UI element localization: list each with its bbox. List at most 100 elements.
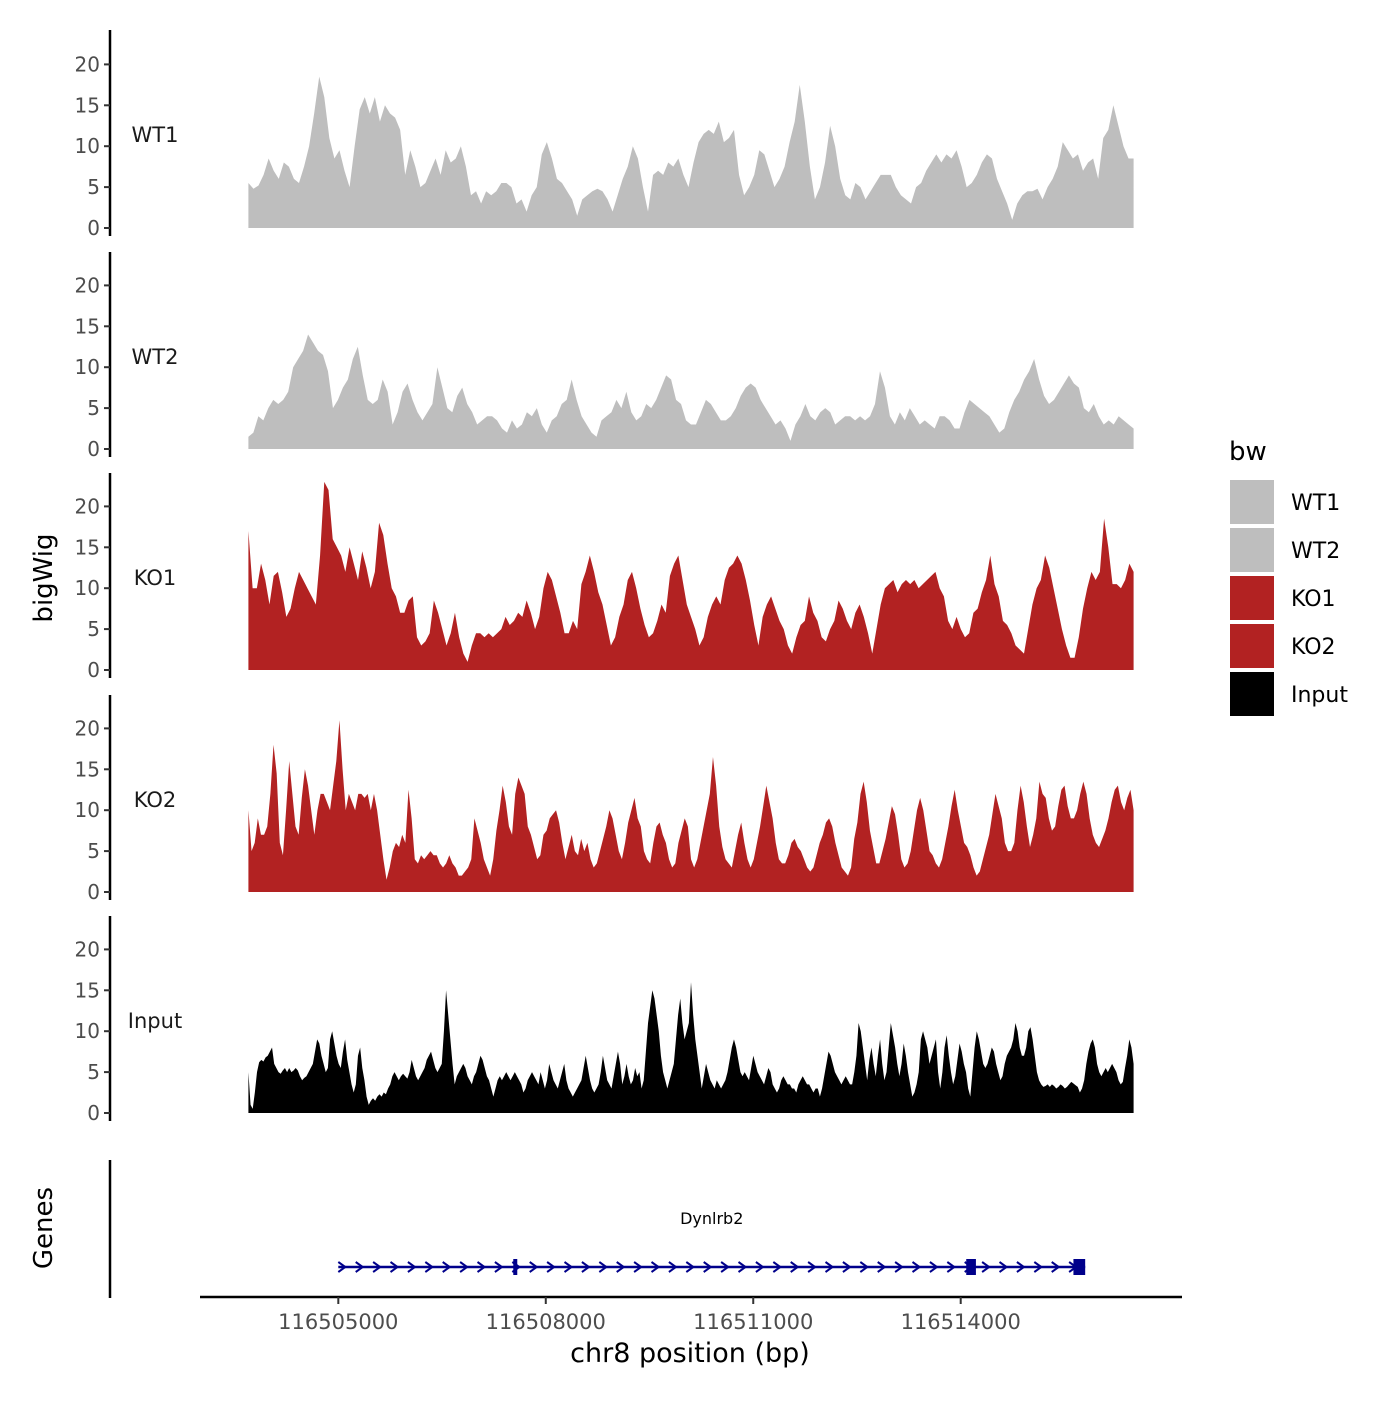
strand-arrow-icon <box>998 1261 1009 1273</box>
legend-label: WT1 <box>1291 491 1340 516</box>
y-tick-label: 0 <box>87 880 100 904</box>
y-tick-label: 20 <box>75 937 100 961</box>
strand-arrow-icon <box>407 1261 417 1273</box>
strand-arrow-icon <box>476 1261 487 1273</box>
strand-arrow-icon <box>1016 1261 1026 1273</box>
y-tick-label: 0 <box>87 658 100 682</box>
strand-arrow-icon <box>668 1261 678 1273</box>
strand-arrow-icon <box>337 1261 348 1273</box>
signal-area-ko1 <box>248 481 1134 670</box>
x-axis: 116505000 116508000 116511000 116514000 <box>200 1295 1182 1334</box>
strand-arrow-icon <box>981 1261 991 1273</box>
tracks-layer: 0 5 10 15 20 WT1 0 5 10 15 20 WT2 0 5 10 15 20 KO1 0 5 10 15 2… <box>75 30 1134 1125</box>
strand-arrow-icon <box>877 1261 887 1273</box>
strand-arrow-icon <box>790 1261 800 1273</box>
strand-arrow-icon <box>894 1261 904 1273</box>
exon-block <box>966 1259 976 1275</box>
y-tick-label: 5 <box>87 1060 100 1084</box>
legend-item-input: Input <box>1230 672 1348 716</box>
track-ko2: 0 5 10 15 20 KO2 <box>75 695 1134 904</box>
strand-arrow-icon <box>650 1261 661 1273</box>
y-tick-label: 15 <box>75 978 100 1002</box>
legend-label: Input <box>1291 683 1348 708</box>
track-label-ko1: KO1 <box>134 566 177 590</box>
gene-name-label: Dynlrb2 <box>680 1209 743 1228</box>
strand-arrow-icon <box>824 1261 835 1273</box>
y-tick-label: 20 <box>75 716 100 740</box>
strand-arrow-icon <box>459 1261 469 1273</box>
y-tick-label: 5 <box>87 396 100 420</box>
strand-arrow-icon <box>598 1261 609 1273</box>
track-input: 0 5 10 15 20 Input <box>75 916 1134 1125</box>
y-axis-title: bigWig <box>29 533 59 622</box>
genes-axis-title: Genes <box>29 1187 59 1269</box>
y-tick-label: 10 <box>75 798 100 822</box>
x-tick-label: 116508000 <box>486 1310 606 1334</box>
y-tick-label: 10 <box>75 355 100 379</box>
strand-arrow-icon <box>755 1261 765 1273</box>
y-tick-label: 20 <box>75 273 100 297</box>
strand-arrow-icon <box>581 1261 591 1273</box>
track-ko1: 0 5 10 15 20 KO1 <box>75 473 1134 682</box>
strand-arrow-icon <box>772 1261 783 1273</box>
y-tick-label: 5 <box>87 175 100 199</box>
strand-arrow-icon <box>494 1261 504 1273</box>
track-wt1: 0 5 10 15 20 WT1 <box>75 30 1134 240</box>
strand-arrow-icon <box>911 1261 922 1273</box>
strand-arrow-icon <box>372 1261 382 1273</box>
y-tick-label: 5 <box>87 617 100 641</box>
y-tick-label: 0 <box>87 437 100 461</box>
strand-arrow-icon <box>1051 1261 1061 1273</box>
strand-arrow-icon <box>389 1261 400 1273</box>
strand-arrow-icon <box>424 1261 435 1273</box>
strand-arrow-icon <box>929 1261 939 1273</box>
y-tick-label: 15 <box>75 535 100 559</box>
strand-arrow-icon <box>737 1261 748 1273</box>
signal-area-ko2 <box>248 720 1134 892</box>
y-tick-label: 0 <box>87 1101 100 1125</box>
signal-area-input <box>248 982 1134 1113</box>
strand-arrow-icon <box>616 1261 626 1273</box>
x-axis-title: chr8 position (bp) <box>570 1338 810 1369</box>
legend-swatch <box>1230 624 1274 668</box>
strand-arrow-icon <box>563 1261 574 1273</box>
legend-item-ko1: KO1 <box>1230 576 1336 620</box>
strand-arrow-icon <box>703 1261 713 1273</box>
y-tick-label: 10 <box>75 576 100 600</box>
y-tick-label: 15 <box>75 314 100 338</box>
strand-arrow-icon <box>442 1261 452 1273</box>
legend-swatch <box>1230 672 1274 716</box>
legend-swatch <box>1230 528 1274 572</box>
legend-item-wt1: WT1 <box>1230 480 1340 524</box>
legend-label: KO2 <box>1291 635 1336 660</box>
legend-item-ko2: KO2 <box>1230 624 1336 668</box>
track-label-input: Input <box>128 1009 182 1033</box>
y-tick-label: 15 <box>75 93 100 117</box>
genes-layer: Dynlrb2 <box>108 1160 1086 1298</box>
y-tick-label: 20 <box>75 52 100 76</box>
legend-items: WT1 WT2 KO1 KO2 Input <box>1230 480 1348 716</box>
strand-arrow-icon <box>720 1261 730 1273</box>
exon-block <box>513 1259 518 1275</box>
strand-arrow-icon <box>529 1261 539 1273</box>
signal-area-wt1 <box>248 76 1134 228</box>
y-tick-label: 10 <box>75 134 100 158</box>
strand-arrow-icon <box>685 1261 696 1273</box>
track-label-ko2: KO2 <box>134 788 177 812</box>
strand-arrow-icon <box>842 1261 852 1273</box>
track-label-wt2: WT2 <box>132 345 179 369</box>
x-tick-label: 116505000 <box>278 1310 398 1334</box>
strand-arrow-icon <box>1033 1261 1044 1273</box>
strand-arrow-icon <box>355 1261 365 1273</box>
y-tick-label: 15 <box>75 757 100 781</box>
strand-arrow-icon <box>859 1261 870 1273</box>
track-wt2: 0 5 10 15 20 WT2 <box>75 252 1134 461</box>
strand-arrow-icon <box>633 1261 643 1273</box>
strand-arrow-icon <box>546 1261 556 1273</box>
legend-item-wt2: WT2 <box>1230 528 1340 572</box>
y-tick-label: 20 <box>75 494 100 518</box>
signal-area-wt2 <box>248 334 1134 449</box>
legend: bw WT1 WT2 KO1 KO2 Input <box>1229 437 1348 716</box>
